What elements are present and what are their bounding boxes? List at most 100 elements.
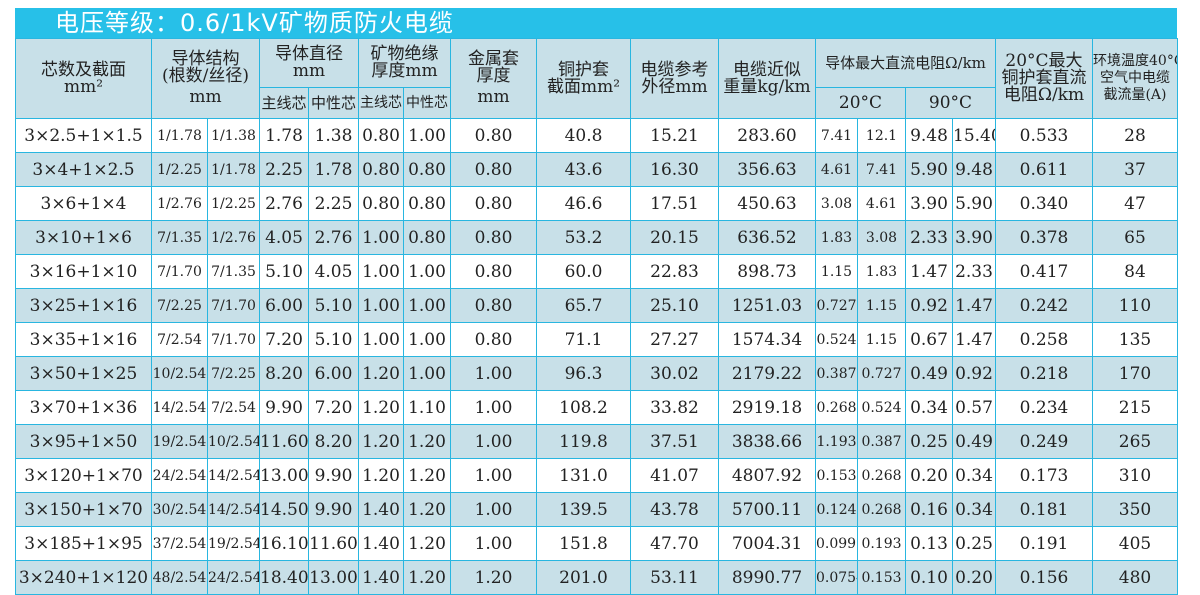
table-row: 3×16+1×10 7/1.70 7/1.35 5.10 4.05 1.00 1.00 0.8… xyxy=(15,254,1178,289)
table-cell: 1.78 xyxy=(308,152,359,187)
table-cell: 1.00 xyxy=(358,254,404,289)
table-cell: 3×6+1×4 xyxy=(15,186,152,221)
table-cell: 0.387 xyxy=(857,424,906,459)
table-cell: 28 xyxy=(1092,118,1178,153)
table-cell: 18.40 xyxy=(259,560,309,595)
header-diameter-main: 主线芯 xyxy=(259,87,309,119)
table-cell: 0.533 xyxy=(995,118,1093,153)
table-cell: 1.20 xyxy=(403,560,451,595)
table-cell: 27.27 xyxy=(630,322,719,357)
table-cell: 19/2.54 xyxy=(207,526,260,561)
table-cell: 201.0 xyxy=(536,560,631,595)
table-cell: 0.124 xyxy=(815,492,858,527)
table-cell: 1.00 xyxy=(403,288,451,323)
table-cell: 0.57 xyxy=(952,390,996,425)
table-cell: 1.47 xyxy=(952,322,996,357)
table-cell: 0.80 xyxy=(403,220,451,255)
table-cell: 0.249 xyxy=(995,424,1093,459)
table-cell: 0.173 xyxy=(995,458,1093,493)
table-cell: 0.80 xyxy=(450,152,537,187)
table-cell: 43.6 xyxy=(536,152,631,187)
table-cell: 0.153 xyxy=(815,458,858,493)
table-cell: 1.15 xyxy=(815,254,858,289)
table-cell: 0.268 xyxy=(857,458,906,493)
table-cell: 15.40 xyxy=(952,118,996,153)
table-cell: 10/2.54 xyxy=(207,424,260,459)
table-cell: 3×4+1×2.5 xyxy=(15,152,152,187)
table-cell: 19/2.54 xyxy=(151,424,208,459)
table-cell: 1.193 xyxy=(815,424,858,459)
table-cell: 1.83 xyxy=(815,220,858,255)
table-cell: 24/2.54 xyxy=(151,458,208,493)
table-cell: 13.00 xyxy=(259,458,309,493)
table-cell: 30/2.54 xyxy=(151,492,208,527)
table-cell: 11.60 xyxy=(308,526,359,561)
table-cell: 5.10 xyxy=(308,322,359,357)
table-cell: 0.80 xyxy=(450,322,537,357)
header-sheath-resistance: 20°C最大 铜护套直流 电阻Ω/km xyxy=(995,38,1093,119)
table-cell: 0.80 xyxy=(450,288,537,323)
table-cell: 9.48 xyxy=(952,152,996,187)
table-cell: 0.34 xyxy=(952,492,996,527)
table-cell: 0.340 xyxy=(995,186,1093,221)
table-cell: 1.00 xyxy=(358,288,404,323)
table-cell: 0.34 xyxy=(905,390,953,425)
table-cell: 636.52 xyxy=(718,220,816,255)
table-cell: 0.0991 xyxy=(815,526,858,561)
table-cell: 0.153 xyxy=(857,560,906,595)
table-cell: 0.20 xyxy=(952,560,996,595)
table-cell: 0.0754 xyxy=(815,560,858,595)
table-row: 3×2.5+1×1.5 1/1.78 1/1.38 1.78 1.38 0.80 1.00 0… xyxy=(15,118,1178,153)
table-cell: 1/2.25 xyxy=(207,186,260,221)
table-cell: 1.20 xyxy=(403,526,451,561)
table-cell: 0.92 xyxy=(952,356,996,391)
table-cell: 170 xyxy=(1092,356,1178,391)
table-cell: 2179.22 xyxy=(718,356,816,391)
table-cell: 3×150+1×70 xyxy=(15,492,152,527)
table-cell: 3×95+1×50 xyxy=(15,424,152,459)
table-cell: 37/2.54 xyxy=(151,526,208,561)
table-cell: 14/2.54 xyxy=(207,458,260,493)
table-cell: 1.00 xyxy=(450,492,537,527)
table-cell: 0.92 xyxy=(905,288,953,323)
table-cell: 2919.18 xyxy=(718,390,816,425)
table-cell: 1.20 xyxy=(450,560,537,595)
table-row: 3×120+1×70 24/2.54 14/2.54 13.00 9.90 1.20 1.2… xyxy=(15,458,1178,493)
table-cell: 1.00 xyxy=(403,254,451,289)
table-row: 3×95+1×50 19/2.54 10/2.54 11.60 8.20 1.20 1.20… xyxy=(15,424,1178,459)
table-cell: 12.1 xyxy=(857,118,906,153)
table-cell: 9.48 xyxy=(905,118,953,153)
table-cell: 1/2.25 xyxy=(151,152,208,187)
table-cell: 0.191 xyxy=(995,526,1093,561)
table-cell: 0.387 xyxy=(815,356,858,391)
table-cell: 5700.11 xyxy=(718,492,816,527)
table-cell: 1.20 xyxy=(358,356,404,391)
header-cores: 芯数及截面 mm² xyxy=(15,38,152,119)
table-cell: 1/1.38 xyxy=(207,118,260,153)
table-cell: 6.00 xyxy=(259,288,309,323)
table-cell: 1.40 xyxy=(358,560,404,595)
table-cell: 3×240+1×120 xyxy=(15,560,152,595)
table-cell: 1.00 xyxy=(358,220,404,255)
table-row: 3×6+1×4 1/2.76 1/2.25 2.76 2.25 0.80 0.80 0.80 4… xyxy=(15,186,1178,221)
table-cell: 3×16+1×10 xyxy=(15,254,152,289)
cable-spec-table: 芯数及截面 mm² 导体结构 (根数/丝径) mm 导体直径 mm 矿物绝缘 厚度mm 金… xyxy=(15,38,1178,595)
table-cell: 0.727 xyxy=(857,356,906,391)
header-weight: 电缆近似 重量kg/km xyxy=(718,38,816,119)
header-resistance-20c: 20°C xyxy=(815,87,906,119)
table-cell: 5.90 xyxy=(952,186,996,221)
table-cell: 16.10 xyxy=(259,526,309,561)
table-cell: 48/2.54 xyxy=(151,560,208,595)
table-cell: 1.20 xyxy=(358,458,404,493)
table-cell: 7/1.70 xyxy=(207,322,260,357)
table-cell: 1.83 xyxy=(857,254,906,289)
table-cell: 14.50 xyxy=(259,492,309,527)
table-cell: 9.90 xyxy=(308,458,359,493)
table-cell: 7/1.35 xyxy=(207,254,260,289)
table-cell: 265 xyxy=(1092,424,1178,459)
table-cell: 8.20 xyxy=(259,356,309,391)
table-row: 3×10+1×6 7/1.35 1/2.76 4.05 2.76 1.00 0.80 0.80… xyxy=(15,220,1178,255)
header-ampacity: 环境温度40°C 空气中电缆 截流量(A) xyxy=(1092,38,1178,119)
table-cell: 8990.77 xyxy=(718,560,816,595)
table-cell: 47 xyxy=(1092,186,1178,221)
